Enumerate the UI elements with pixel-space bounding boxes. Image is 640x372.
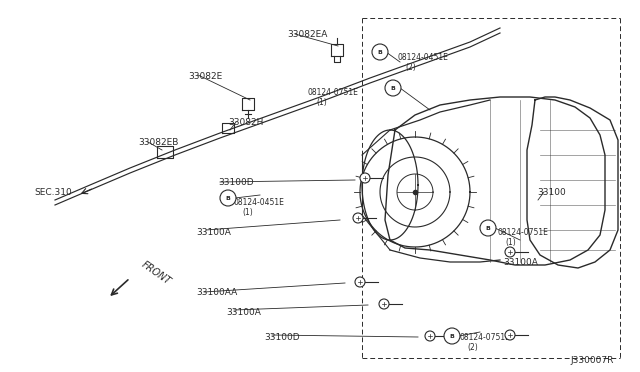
Text: SEC.310: SEC.310	[34, 188, 72, 197]
Text: (1): (1)	[505, 238, 516, 247]
Text: 33082EB: 33082EB	[138, 138, 179, 147]
Text: 33100D: 33100D	[218, 178, 253, 187]
Circle shape	[425, 331, 435, 341]
Text: B: B	[390, 86, 396, 90]
Text: 33100: 33100	[537, 188, 566, 197]
Text: J330007R: J330007R	[570, 356, 613, 365]
Circle shape	[220, 190, 236, 206]
Text: 08124-0451E: 08124-0451E	[397, 53, 448, 62]
Text: 33100A: 33100A	[196, 228, 231, 237]
Text: 33082E: 33082E	[188, 72, 222, 81]
Text: B: B	[378, 49, 383, 55]
Text: B: B	[225, 196, 230, 201]
Text: 08124-0451E: 08124-0451E	[234, 198, 285, 207]
Text: 33100A: 33100A	[226, 308, 261, 317]
Circle shape	[353, 213, 363, 223]
Text: 08124-0751E: 08124-0751E	[308, 88, 359, 97]
Text: 33082H: 33082H	[228, 118, 264, 127]
Circle shape	[505, 247, 515, 257]
Text: (2): (2)	[405, 63, 416, 72]
Circle shape	[355, 277, 365, 287]
Circle shape	[372, 44, 388, 60]
Text: B: B	[486, 225, 490, 231]
Circle shape	[385, 80, 401, 96]
Circle shape	[379, 299, 389, 309]
Circle shape	[505, 330, 515, 340]
Text: 33100D: 33100D	[264, 333, 300, 342]
Text: (2): (2)	[467, 343, 477, 352]
Text: B: B	[449, 334, 454, 339]
Circle shape	[480, 220, 496, 236]
Text: FRONT: FRONT	[140, 259, 173, 287]
Text: 33100A: 33100A	[503, 258, 538, 267]
Text: (1): (1)	[316, 98, 327, 107]
Text: 33100AA: 33100AA	[196, 288, 237, 297]
Text: (1): (1)	[242, 208, 253, 217]
Text: 33082EA: 33082EA	[287, 30, 328, 39]
Circle shape	[444, 328, 460, 344]
Circle shape	[360, 173, 370, 183]
Text: 08124-0751E: 08124-0751E	[497, 228, 548, 237]
Text: 08124-0751E: 08124-0751E	[459, 333, 510, 342]
